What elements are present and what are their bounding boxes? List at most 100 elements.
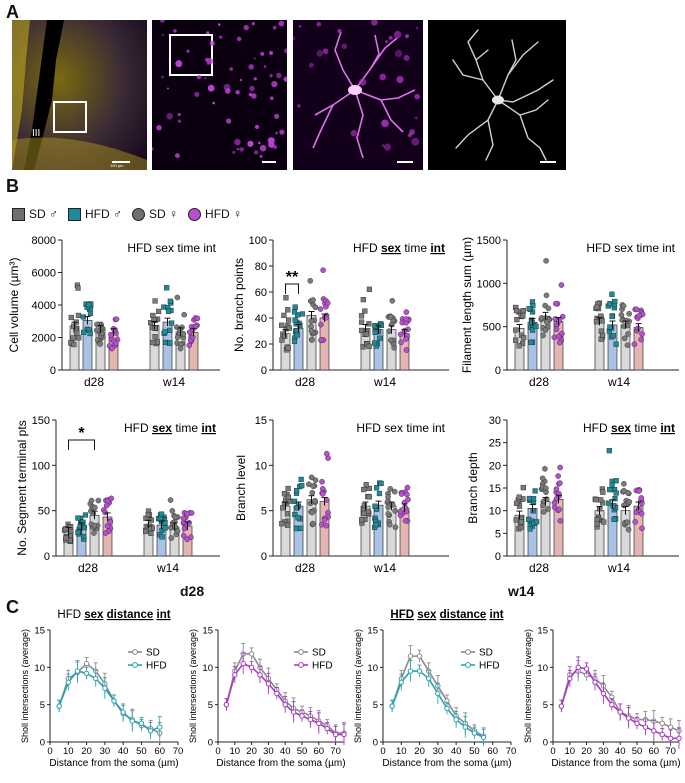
data-point [601, 519, 607, 525]
legend-marker [298, 649, 304, 655]
data-point [324, 725, 330, 732]
data-point [174, 528, 181, 534]
y-tick-label: 15 [202, 626, 213, 637]
data-point [167, 497, 174, 503]
background-dot [293, 36, 296, 41]
bar [319, 501, 330, 557]
legend-sd-male-label: SD ♂ [29, 207, 59, 221]
background-dot [415, 26, 419, 30]
data-point [444, 705, 450, 712]
data-point [513, 337, 519, 343]
stat-part: sex [152, 421, 172, 435]
y-tick-label: 5 [543, 700, 548, 711]
background-dot [385, 40, 388, 44]
data-point [295, 515, 301, 521]
x-tick-label: 60 [487, 746, 498, 757]
data-point [404, 484, 411, 491]
data-point [613, 478, 619, 484]
y-tick-label: 5 [495, 528, 501, 540]
background-dot [359, 78, 367, 86]
data-point [281, 312, 287, 318]
data-point [152, 298, 158, 304]
data-point [594, 521, 600, 527]
data-point [530, 508, 536, 514]
data-point [299, 713, 305, 719]
data-point [625, 526, 632, 533]
x-tick-label: d28 [84, 375, 104, 389]
data-point [184, 511, 190, 517]
data-point [285, 345, 291, 351]
microglia-dot [269, 50, 274, 55]
data-point [248, 664, 255, 671]
data-point [534, 519, 540, 525]
data-point [189, 326, 196, 333]
data-point [97, 341, 103, 347]
data-point [388, 337, 394, 343]
y-tick-label: 10 [255, 460, 267, 472]
y-tick-label: 30 [489, 415, 501, 427]
y-tick-label: 5 [208, 700, 213, 711]
data-point [291, 309, 298, 315]
background-dot [381, 119, 388, 126]
data-point [169, 320, 175, 326]
data-point [285, 494, 291, 500]
data-point [180, 331, 187, 337]
microglia-dot [278, 20, 285, 27]
microglia-dot [236, 36, 242, 42]
data-point [386, 328, 392, 334]
data-point [385, 511, 391, 517]
data-point [607, 487, 613, 493]
x-tick-label: 0 [380, 746, 385, 757]
data-point [157, 724, 163, 730]
data-point [98, 330, 105, 337]
data-point [435, 690, 441, 697]
micrograph-overview: III 100 µm [12, 20, 147, 170]
microglia-dot [174, 153, 180, 159]
data-point [309, 337, 315, 343]
x-tick-label: 40 [615, 746, 626, 757]
data-point [323, 450, 330, 457]
data-point [372, 503, 378, 509]
data-point [636, 312, 643, 319]
data-point [516, 503, 523, 509]
significance-label: * [78, 425, 85, 442]
stat-part: HFD [583, 421, 611, 435]
data-point [583, 666, 590, 672]
y-tick-label: 0 [543, 738, 548, 749]
data-point [638, 495, 645, 501]
data-point [617, 709, 623, 715]
data-point [391, 488, 398, 495]
data-point [162, 329, 168, 335]
stat-part: time [172, 421, 201, 435]
microglia-dot [159, 20, 165, 23]
background-dot [371, 20, 378, 26]
background-dot [297, 104, 301, 108]
data-point [307, 500, 314, 507]
data-point [292, 304, 298, 310]
data-point [91, 522, 98, 529]
data-point [309, 489, 316, 496]
y-tick-label: 20 [255, 339, 267, 351]
y-tick-label: 15 [255, 415, 267, 427]
background-dot [414, 93, 420, 100]
micrograph-reconstruction [428, 20, 566, 170]
y-tick-label: 15 [537, 626, 548, 637]
data-point [598, 313, 604, 319]
legend-marker [298, 662, 304, 668]
data-point [404, 491, 410, 498]
stat-part: int [490, 609, 504, 621]
data-point [373, 522, 379, 528]
data-point [102, 530, 109, 536]
legend-hfd-female-circle [188, 207, 202, 221]
data-point [113, 316, 120, 323]
data-point [310, 297, 316, 303]
data-point [310, 520, 316, 527]
bar [149, 324, 160, 371]
microglia-dot [254, 124, 260, 130]
data-point [397, 331, 404, 338]
data-point [188, 534, 194, 541]
significance-label: ** [286, 269, 299, 286]
stat-label: HFD sex time int [356, 421, 445, 435]
microglia-dot [194, 91, 200, 97]
data-point [386, 521, 393, 528]
